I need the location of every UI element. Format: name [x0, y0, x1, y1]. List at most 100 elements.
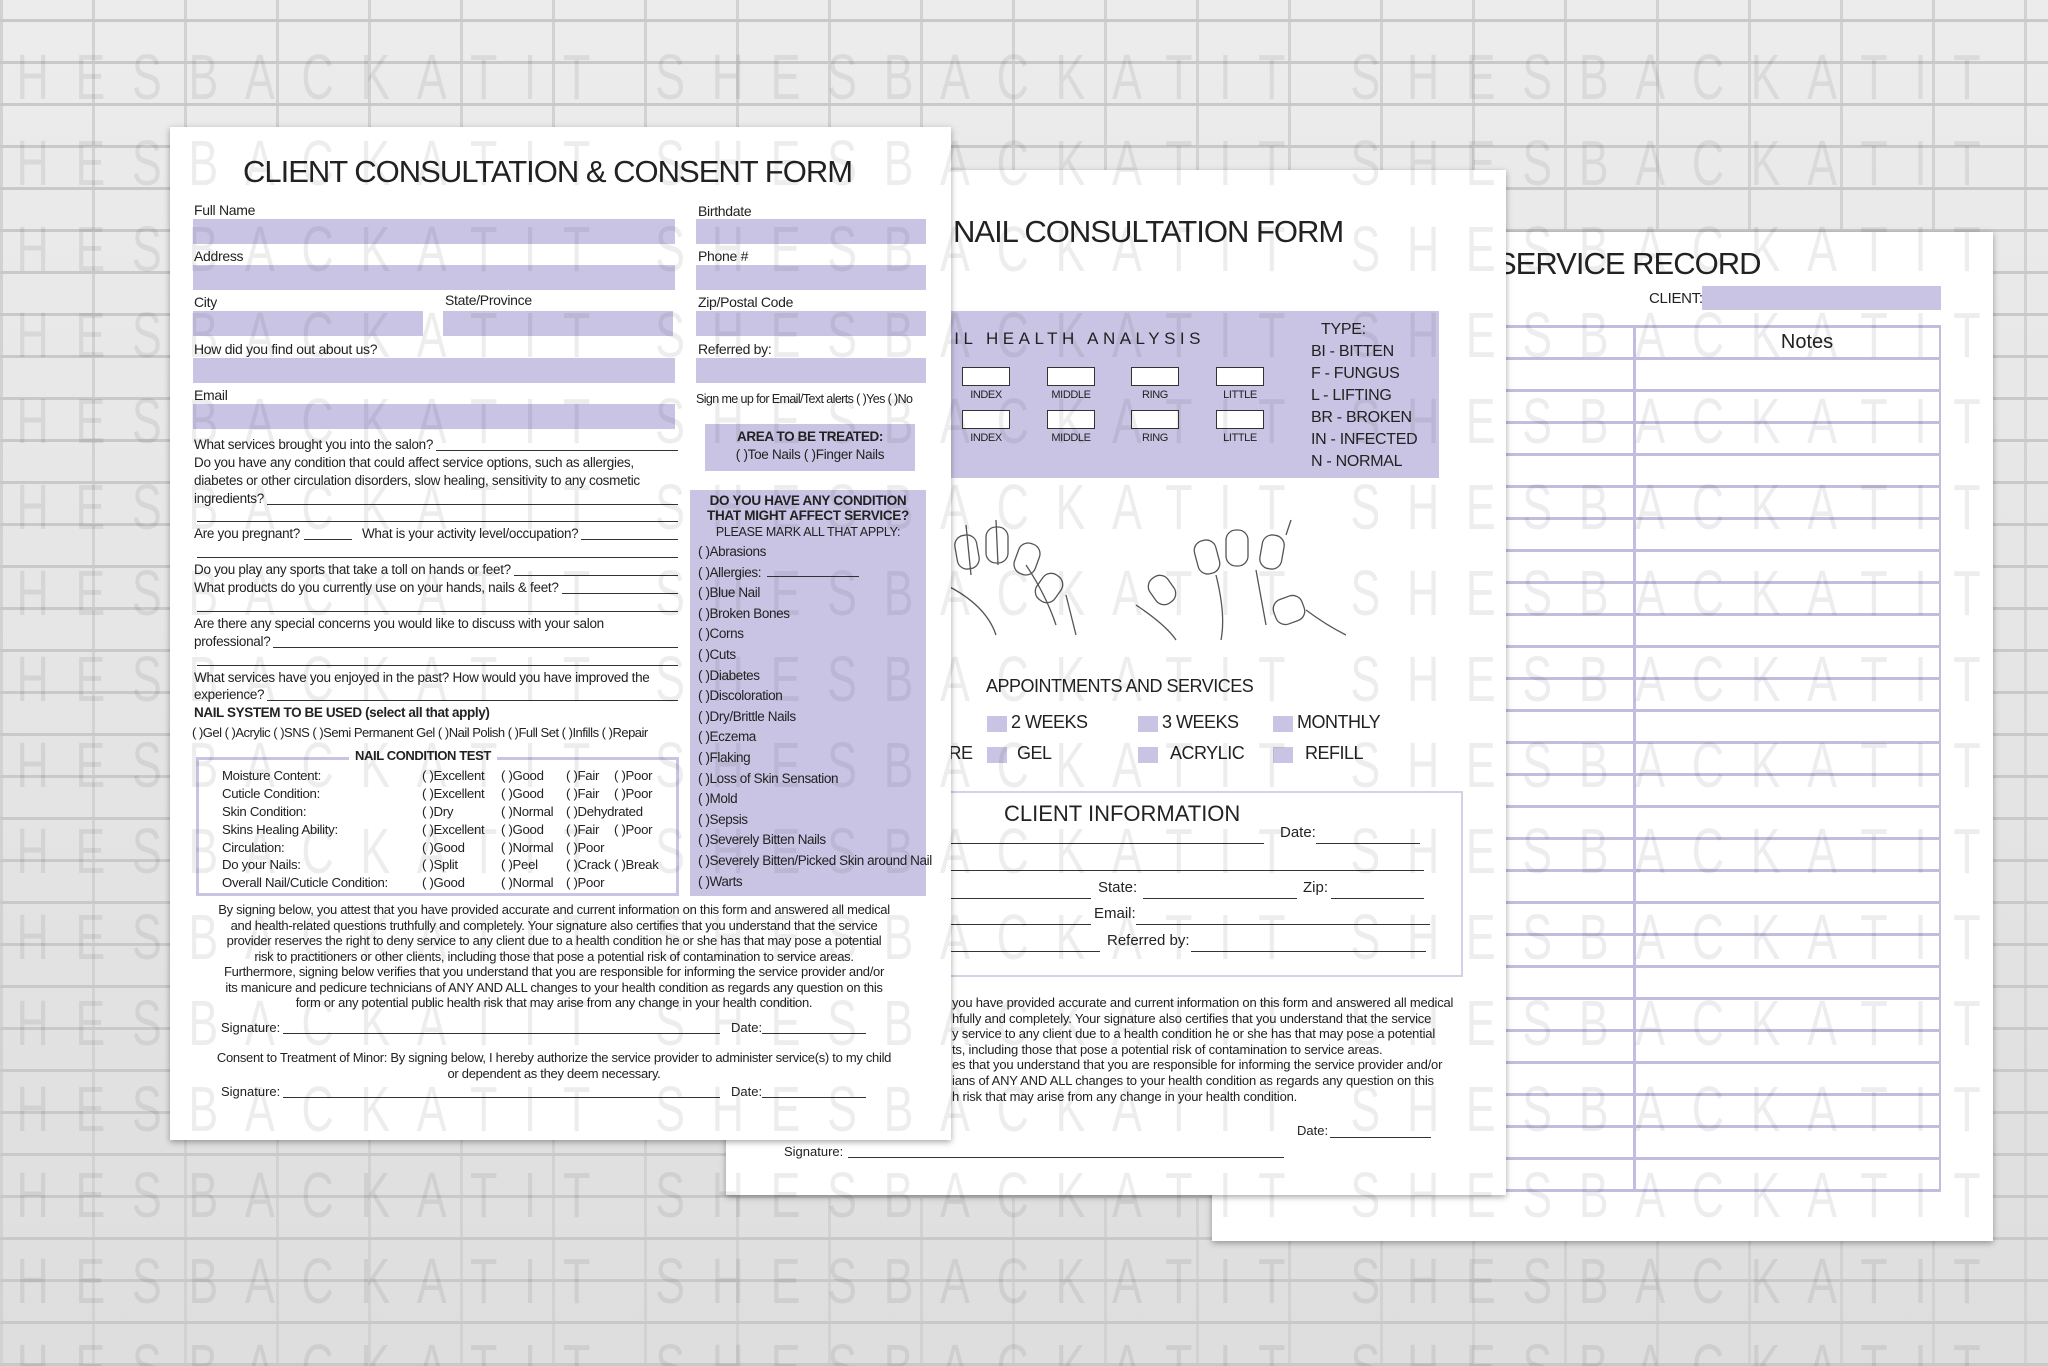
- answer-line[interactable]: [513, 575, 678, 577]
- signature-line[interactable]: [283, 1033, 720, 1034]
- referred-by-input[interactable]: [696, 358, 926, 383]
- nail-test-option[interactable]: ( )Good: [422, 875, 465, 891]
- nail-test-option[interactable]: ( )Fair: [566, 768, 600, 783]
- answer-line[interactable]: [197, 557, 678, 559]
- nail-test-option[interactable]: ( )Poor: [614, 821, 653, 837]
- condition-option[interactable]: ( )Mold: [698, 791, 738, 807]
- nail-test-option[interactable]: ( )Normal: [501, 839, 554, 855]
- zip-input[interactable]: [696, 311, 926, 336]
- answer-line[interactable]: [197, 521, 678, 523]
- date-line[interactable]: [762, 1033, 866, 1034]
- address-input[interactable]: [193, 265, 675, 290]
- condition-option[interactable]: ( )Allergies:: [698, 563, 932, 584]
- full-name-input[interactable]: [193, 219, 675, 244]
- option-checkbox[interactable]: [1273, 747, 1293, 763]
- birthday-line[interactable]: [886, 951, 1100, 952]
- option-label: REFILL: [1305, 743, 1364, 763]
- condition-option[interactable]: ( )Flaking: [698, 749, 751, 765]
- city-line[interactable]: [886, 898, 1091, 899]
- phone-line[interactable]: [886, 924, 1091, 925]
- alerts-option[interactable]: Sign me up for Email/Text alerts ( )Yes …: [696, 392, 913, 406]
- date-line[interactable]: [1330, 1137, 1431, 1138]
- email-line[interactable]: [1136, 924, 1430, 925]
- address-line[interactable]: [886, 870, 1424, 871]
- condition-option[interactable]: ( )Blue Nail: [698, 585, 760, 601]
- condition-option[interactable]: ( )Diabetes: [698, 667, 760, 683]
- birthdate-input[interactable]: [696, 219, 926, 244]
- answer-line[interactable]: [197, 610, 678, 612]
- answer-line[interactable]: [581, 539, 678, 541]
- finger-box[interactable]: [962, 367, 1010, 386]
- answer-line[interactable]: [197, 664, 678, 666]
- nail-test-option[interactable]: ( )Poor: [566, 875, 605, 891]
- nail-test-option[interactable]: ( )Fair: [566, 821, 600, 837]
- answer-line[interactable]: [436, 449, 678, 451]
- finger-box[interactable]: [1216, 410, 1264, 429]
- option-checkbox[interactable]: [1138, 716, 1158, 732]
- nail-test-option[interactable]: ( )Excellent: [422, 785, 485, 801]
- nail-test-option[interactable]: ( )Dry: [422, 803, 454, 819]
- nail-test-option[interactable]: ( )Good: [501, 768, 544, 783]
- nail-test-option[interactable]: ( )Poor: [614, 768, 653, 783]
- option-checkbox[interactable]: [987, 747, 1007, 763]
- email-input[interactable]: [193, 404, 675, 429]
- condition-option[interactable]: ( )Severely Bitten/Picked Skin around Na…: [698, 852, 932, 868]
- minor-signature-line[interactable]: [283, 1097, 720, 1098]
- nail-test-option[interactable]: ( )Normal: [501, 803, 554, 819]
- answer-line[interactable]: [266, 503, 678, 505]
- nail-test-option[interactable]: ( )Normal: [501, 875, 554, 891]
- condition-option[interactable]: ( )Abrasions: [698, 544, 766, 559]
- nail-test-option[interactable]: ( )Crack: [566, 857, 611, 873]
- finger-box[interactable]: [1047, 410, 1095, 429]
- area-options[interactable]: ( )Toe Nails ( )Finger Nails: [735, 447, 885, 462]
- minor-date-line[interactable]: [762, 1097, 866, 1098]
- option-checkbox[interactable]: [987, 716, 1007, 732]
- condition-option[interactable]: ( )Cuts: [698, 646, 736, 662]
- nail-test-option[interactable]: ( )Fair: [566, 785, 600, 801]
- referred-by-line[interactable]: [1191, 951, 1426, 952]
- condition-option[interactable]: ( )Sepsis: [698, 811, 748, 827]
- nail-test-option[interactable]: ( )Good: [422, 839, 465, 855]
- answer-line[interactable]: [273, 646, 678, 648]
- nail-test-option[interactable]: ( )Dehydrated: [566, 803, 643, 819]
- nail-test-option[interactable]: ( )Excellent: [422, 768, 485, 783]
- state-line[interactable]: [1143, 898, 1297, 899]
- date-line[interactable]: [1316, 843, 1420, 844]
- zip-line[interactable]: [1331, 898, 1424, 899]
- condition-option[interactable]: ( )Dry/Brittle Nails: [698, 708, 796, 724]
- condition-option[interactable]: ( )Corns: [698, 626, 744, 642]
- condition-option[interactable]: ( )Eczema: [698, 729, 756, 745]
- condition-option[interactable]: ( )Broken Bones: [698, 605, 790, 621]
- nail-test-option[interactable]: ( )Poor: [566, 839, 605, 855]
- allergies-line[interactable]: [767, 575, 860, 577]
- nail-test-option[interactable]: ( )Good: [501, 821, 544, 837]
- condition-option[interactable]: ( )Loss of Skin Sensation: [698, 770, 839, 786]
- nail-test-option[interactable]: ( )Split: [422, 857, 458, 873]
- option-checkbox[interactable]: [1273, 716, 1293, 732]
- answer-line[interactable]: [561, 593, 678, 595]
- nail-test-option[interactable]: ( )Excellent: [422, 821, 485, 837]
- nail-system-options[interactable]: ( )Gel ( )Acrylic ( )SNS ( )Semi Permane…: [192, 725, 648, 740]
- client-input[interactable]: [1702, 286, 1941, 310]
- finger-box[interactable]: [1216, 367, 1264, 386]
- finger-box[interactable]: [1131, 410, 1179, 429]
- finger-box[interactable]: [1047, 367, 1095, 386]
- condition-option[interactable]: ( )Discoloration: [698, 688, 783, 704]
- how-found-input[interactable]: [193, 358, 675, 383]
- finger-box[interactable]: [1131, 367, 1179, 386]
- name-line[interactable]: [886, 843, 1264, 844]
- finger-box[interactable]: [962, 410, 1010, 429]
- nail-test-option[interactable]: ( )Poor: [614, 785, 653, 801]
- signature-line[interactable]: [848, 1157, 1284, 1158]
- nail-test-option[interactable]: ( )Peel: [501, 857, 538, 873]
- condition-option[interactable]: ( )Severely Bitten Nails: [698, 832, 826, 848]
- condition-option[interactable]: ( )Warts: [698, 873, 743, 889]
- phone-input[interactable]: [696, 265, 926, 290]
- option-checkbox[interactable]: [1138, 747, 1158, 763]
- answer-line[interactable]: [267, 700, 678, 702]
- state-input[interactable]: [443, 311, 673, 336]
- nail-test-option[interactable]: ( )Break: [614, 857, 659, 873]
- city-input[interactable]: [193, 311, 423, 336]
- nail-test-option[interactable]: ( )Good: [501, 785, 544, 801]
- answer-line[interactable]: [303, 539, 352, 541]
